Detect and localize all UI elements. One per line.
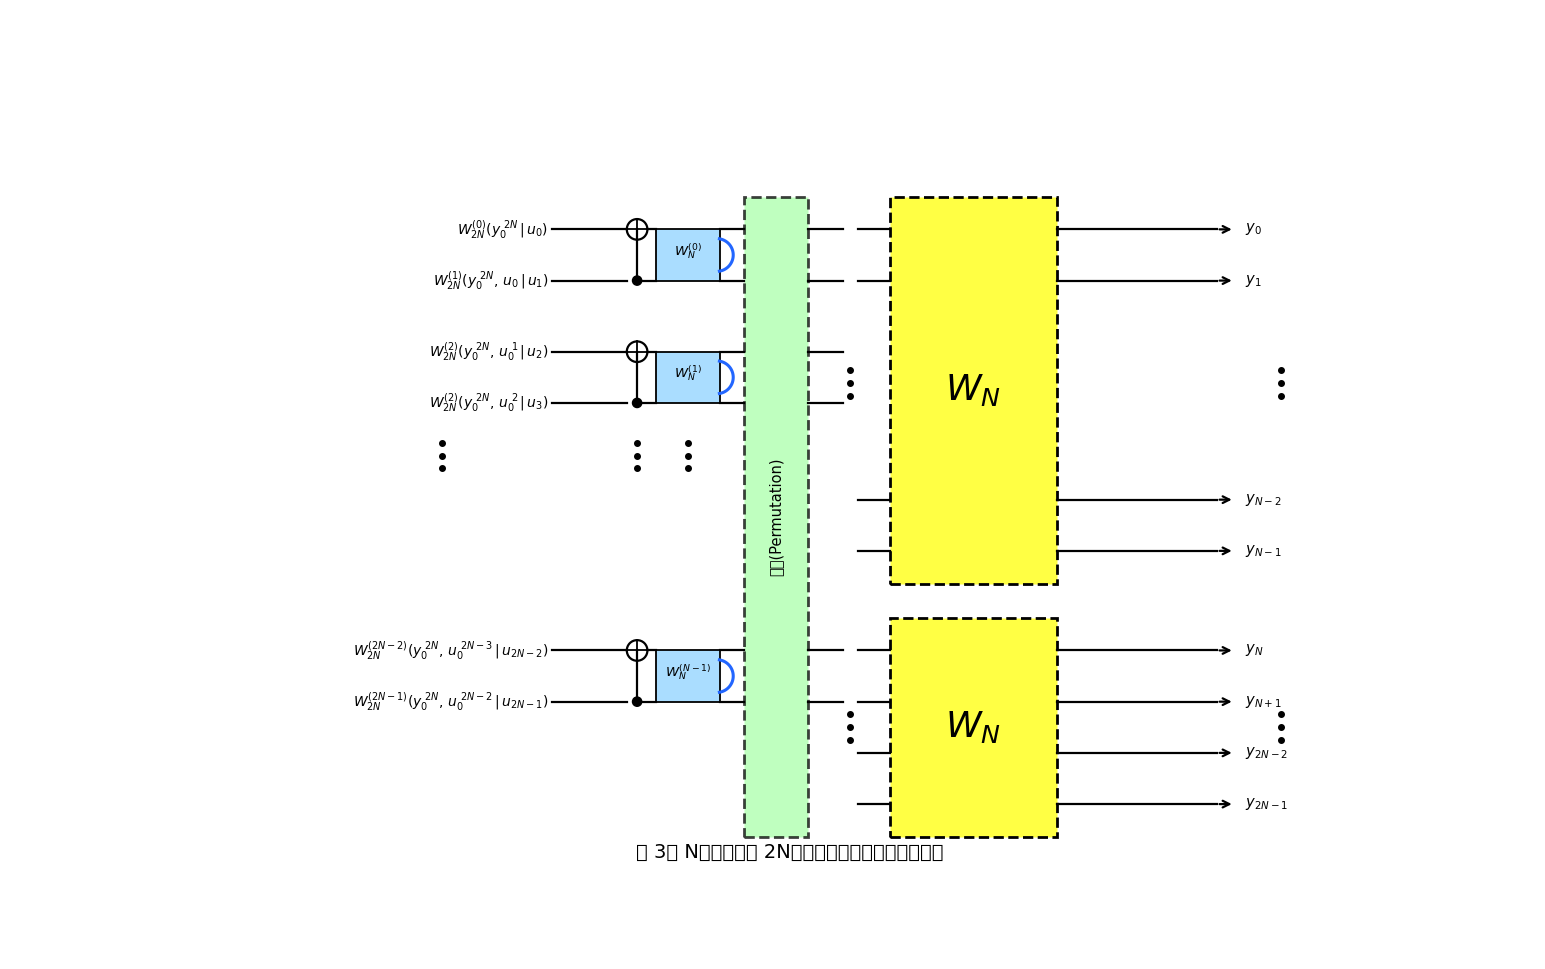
Bar — [743, 198, 808, 837]
Text: $y_{2N-1}$: $y_{2N-1}$ — [1245, 797, 1289, 812]
Bar — [890, 198, 1057, 583]
Text: $y_{2N-2}$: $y_{2N-2}$ — [1245, 745, 1289, 761]
Text: $y_0$: $y_0$ — [1245, 221, 1262, 237]
Bar — [890, 617, 1057, 837]
Text: $W_{2N}^{(2N-1)}(y_0^{\ 2N},\,u_0^{\ 2N-2}\,|\,u_{2N-1})$: $W_{2N}^{(2N-1)}(y_0^{\ 2N},\,u_0^{\ 2N-… — [352, 691, 548, 713]
Text: $y_{N+1}$: $y_{N+1}$ — [1245, 694, 1282, 709]
Bar — [657, 352, 720, 403]
Text: $y_1$: $y_1$ — [1245, 272, 1262, 289]
Text: $W_{2N}^{(2N-2)}(y_0^{\ 2N},\,u_0^{\ 2N-3}\,|\,u_{2N-2})$: $W_{2N}^{(2N-2)}(y_0^{\ 2N},\,u_0^{\ 2N-… — [352, 640, 548, 662]
Bar — [657, 650, 720, 702]
Text: 置換(Permutation): 置換(Permutation) — [768, 457, 783, 577]
Text: $y_{N-2}$: $y_{N-2}$ — [1245, 491, 1282, 508]
Text: $W_N^{(N-1)}$: $W_N^{(N-1)}$ — [664, 662, 712, 681]
Text: $W_{2N}^{(0)}(y_0^{\ 2N}\,|\,u_0)$: $W_{2N}^{(0)}(y_0^{\ 2N}\,|\,u_0)$ — [457, 218, 548, 240]
Text: $W_N^{(1)}$: $W_N^{(1)}$ — [674, 363, 703, 383]
Circle shape — [632, 398, 641, 408]
Text: $W_{2N}^{(2)}(y_0^{\ 2N},\,u_0^{\ 2}\,|\,u_3)$: $W_{2N}^{(2)}(y_0^{\ 2N},\,u_0^{\ 2}\,|\… — [430, 391, 548, 414]
Text: $W_N$: $W_N$ — [946, 709, 1001, 745]
Text: $W_{2N}^{(2)}(y_0^{\ 2N},\,u_0^{\ 1}\,|\,u_2)$: $W_{2N}^{(2)}(y_0^{\ 2N},\,u_0^{\ 1}\,|\… — [430, 340, 548, 363]
Text: $W_{2N}^{(1)}(y_0^{\ 2N},\,u_0\,|\,u_1)$: $W_{2N}^{(1)}(y_0^{\ 2N},\,u_0\,|\,u_1)$ — [433, 269, 548, 292]
Bar — [657, 230, 720, 281]
Circle shape — [632, 276, 641, 285]
Text: $y_{N-1}$: $y_{N-1}$ — [1245, 543, 1282, 559]
Text: 図 3　 N通信路から 2N通信路を生成する通信路分極: 図 3 N通信路から 2N通信路を生成する通信路分極 — [637, 843, 944, 862]
Text: $W_N^{(0)}$: $W_N^{(0)}$ — [674, 241, 703, 261]
Circle shape — [632, 697, 641, 706]
Text: $W_N$: $W_N$ — [946, 372, 1001, 409]
Text: $y_N$: $y_N$ — [1245, 642, 1264, 659]
